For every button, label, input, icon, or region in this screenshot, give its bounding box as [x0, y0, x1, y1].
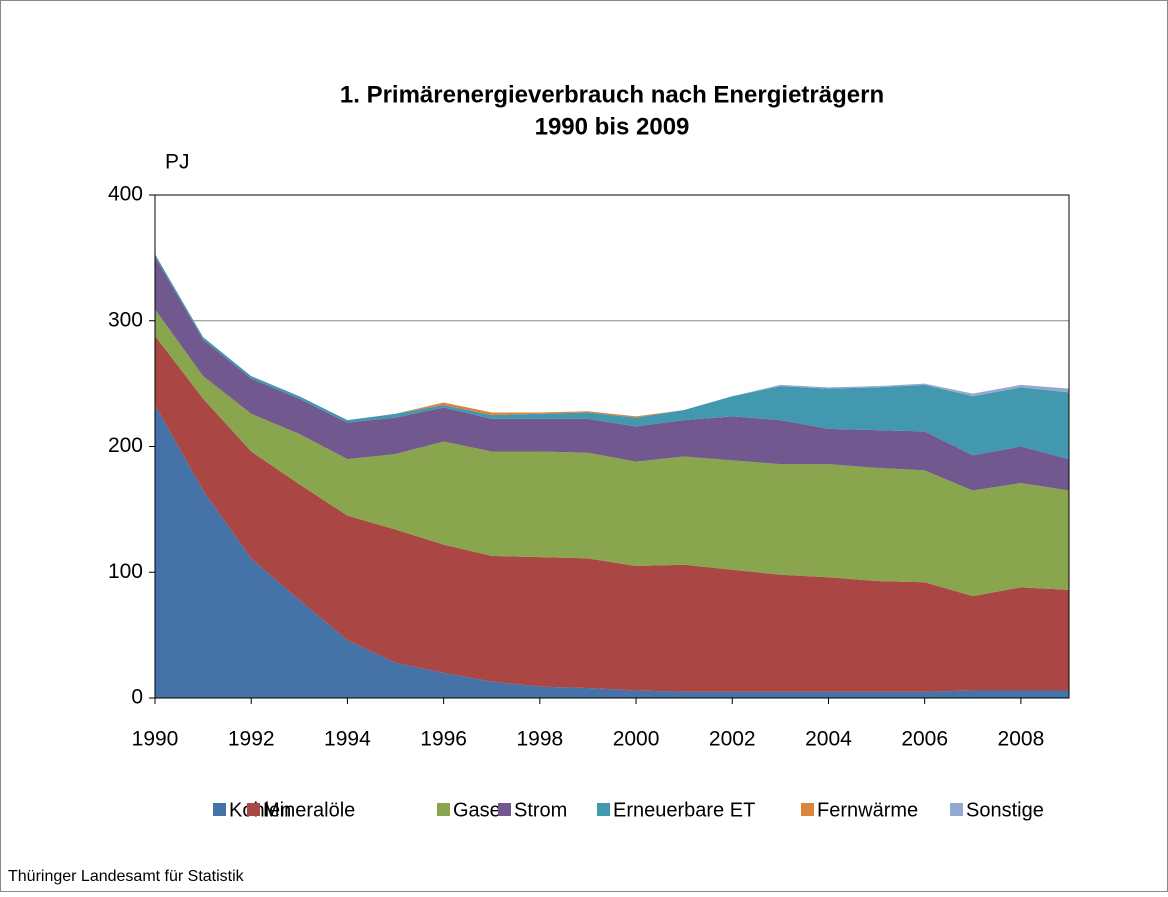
x-tick-label: 1994: [324, 728, 371, 751]
legend-label: Mineralöle: [263, 799, 355, 821]
y-tick-label: 0: [131, 686, 143, 709]
chart-title: 1. Primärenergieverbrauch nach Energietr…: [340, 81, 884, 108]
y-tick-label: 100: [108, 560, 143, 583]
x-tick-label: 2000: [613, 728, 660, 751]
x-tick-label: 1992: [228, 728, 275, 751]
legend-swatch: [213, 803, 226, 816]
x-tick-label: 2006: [901, 728, 948, 751]
x-tick-label: 1996: [420, 728, 467, 751]
legend-label: Sonstige: [966, 799, 1044, 821]
plot-border: [154, 194, 1070, 699]
x-tick-label: 1998: [516, 728, 563, 751]
x-tick-label: 2002: [709, 728, 756, 751]
legend-swatch: [950, 803, 963, 816]
legend-label: Erneuerbare ET: [613, 799, 755, 821]
area: [155, 405, 1069, 698]
y-axis-label: PJ: [165, 151, 190, 174]
legend-swatch: [801, 803, 814, 816]
legend-label: Fernwärme: [817, 799, 918, 821]
legend-swatch: [247, 803, 260, 816]
source: Thüringer Landesamt für Statistik: [8, 868, 245, 885]
legend-label: Strom: [514, 799, 567, 821]
x-tick-label: 2008: [998, 728, 1045, 751]
x-tick-label: 2004: [805, 728, 852, 751]
y-tick-label: 400: [108, 183, 143, 206]
x-tick-label: 1990: [132, 728, 179, 751]
legend-swatch: [597, 803, 610, 816]
legend-label: Gase: [453, 799, 501, 821]
legend-swatch: [498, 803, 511, 816]
area: [155, 309, 1069, 597]
legend-swatch: [437, 803, 450, 816]
area: [155, 254, 1069, 460]
area: [155, 256, 1069, 491]
chart-subtitle: 1990 bis 2009: [535, 113, 690, 140]
y-tick-label: 200: [108, 434, 143, 457]
legend-label: Kohlen: [229, 799, 291, 821]
area: [155, 335, 1069, 692]
y-tick-label: 300: [108, 308, 143, 331]
